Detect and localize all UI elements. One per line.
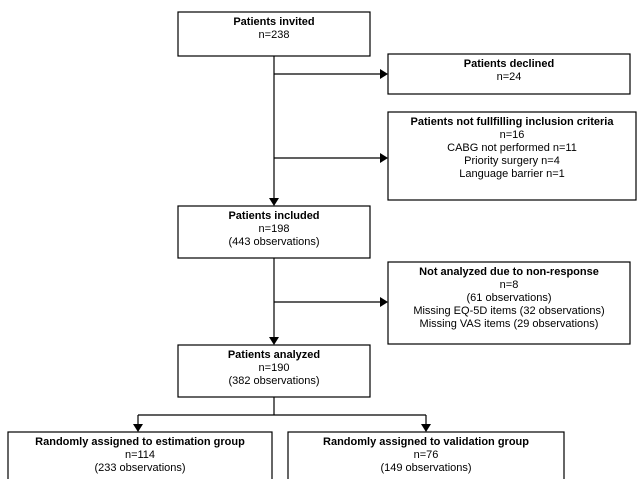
box-title: Patients not fullfilling inclusion crite… bbox=[411, 116, 615, 128]
box-line: (382 observations) bbox=[228, 375, 319, 387]
box-line: Missing VAS items (29 observations) bbox=[420, 318, 599, 330]
box-line: Language barrier n=1 bbox=[459, 168, 565, 180]
box bbox=[387, 53, 631, 95]
box-line: (61 observations) bbox=[467, 292, 552, 304]
connectors bbox=[133, 56, 431, 432]
box-title: Patients included bbox=[228, 210, 319, 222]
box bbox=[387, 111, 637, 201]
box-line: (443 observations) bbox=[228, 236, 319, 248]
box-title: Patients analyzed bbox=[228, 349, 320, 361]
box bbox=[287, 431, 565, 479]
box-line: n=24 bbox=[497, 71, 522, 83]
box-title: Patients declined bbox=[464, 58, 554, 70]
box-line: n=114 bbox=[125, 449, 155, 461]
box-title: Randomly assigned to estimation group bbox=[35, 436, 245, 448]
box-line: (233 observations) bbox=[94, 462, 185, 474]
box bbox=[177, 205, 371, 259]
box bbox=[177, 344, 371, 398]
box-title: Not analyzed due to non-response bbox=[419, 266, 599, 278]
box-line: n=190 bbox=[259, 362, 290, 374]
box bbox=[177, 11, 371, 57]
box-title: Randomly assigned to validation group bbox=[323, 436, 529, 448]
box bbox=[7, 431, 273, 479]
box-line: n=198 bbox=[259, 223, 290, 235]
box-line: (149 observations) bbox=[380, 462, 471, 474]
box-line: Priority surgery n=4 bbox=[464, 155, 560, 167]
box-line: n=238 bbox=[259, 29, 290, 41]
box-title: Patients invited bbox=[233, 16, 314, 28]
box bbox=[387, 261, 631, 345]
box-line: CABG not performed n=11 bbox=[447, 142, 577, 154]
box-line: n=76 bbox=[414, 449, 439, 461]
box-line: n=8 bbox=[500, 279, 519, 291]
box-line: n=16 bbox=[500, 129, 525, 141]
box-line: Missing EQ-5D items (32 observations) bbox=[413, 305, 604, 317]
